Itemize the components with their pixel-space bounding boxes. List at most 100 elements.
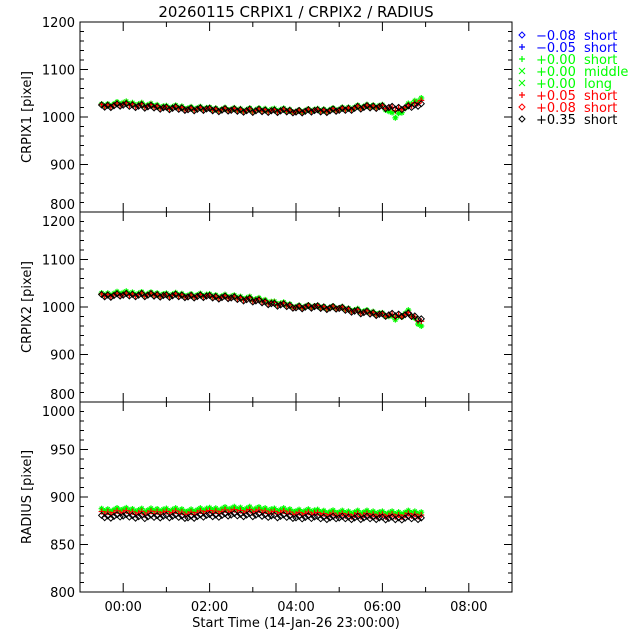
data-point (335, 106, 343, 115)
data-point (208, 294, 217, 302)
data-point (262, 507, 269, 514)
data-point (372, 104, 380, 113)
legend-entry: +0.35 short (518, 113, 617, 128)
legend-label: short (584, 29, 617, 44)
data-point (264, 108, 272, 117)
legend-value: −0.05 (536, 41, 576, 56)
data-point (268, 509, 275, 516)
data-point (341, 106, 350, 115)
data-point (119, 101, 127, 109)
data-point (100, 513, 109, 522)
data-point (369, 102, 377, 110)
x-axis-label: Start Time (14-Jan-26 23:00:00) (192, 616, 400, 631)
data-point (267, 299, 276, 308)
data-point (305, 509, 312, 516)
plot-frame (79, 21, 513, 213)
data-point (276, 301, 285, 309)
data-point (398, 516, 406, 524)
data-point (314, 509, 321, 516)
data-point (411, 99, 418, 106)
legend: −0.08 short −0.05 short +0.00 short +0.00 middl… (518, 29, 628, 128)
legend-label: short (584, 101, 617, 116)
data-point (144, 103, 152, 111)
data-point (296, 509, 303, 516)
data-point (407, 514, 416, 523)
data-point (307, 108, 316, 116)
data-point (222, 506, 229, 513)
data-point (184, 293, 192, 301)
data-point (332, 107, 340, 115)
data-point (141, 293, 149, 301)
data-point (197, 508, 204, 515)
data-point (323, 515, 331, 524)
plus-marker-icon (519, 56, 525, 62)
data-point (190, 294, 198, 302)
data-point (181, 293, 189, 302)
y-tick-label: 800 (50, 198, 75, 213)
legend-label: middle (584, 65, 628, 80)
y-axis-label: CRPIX2 [pixel] (20, 261, 35, 353)
data-point (193, 512, 201, 521)
data-point (131, 293, 140, 301)
data-point (100, 293, 109, 301)
y-tick-label: 800 (50, 586, 75, 601)
data-point (131, 103, 140, 112)
data-point (113, 100, 121, 108)
data-point (326, 107, 334, 115)
data-point (187, 512, 195, 520)
data-point (289, 514, 297, 523)
x-tick-label: 00:00 (104, 600, 141, 615)
data-point (116, 292, 124, 300)
data-point (407, 312, 416, 321)
data-point (249, 512, 257, 521)
data-point (156, 293, 164, 301)
data-point (104, 509, 111, 516)
data-point (224, 512, 232, 520)
data-point (338, 104, 346, 113)
data-point (310, 302, 319, 311)
data-point (372, 515, 380, 524)
data-point (298, 305, 306, 313)
data-point (375, 102, 384, 111)
data-point (313, 105, 322, 114)
data-point (165, 514, 174, 522)
data-point (215, 295, 223, 303)
data-point (212, 511, 220, 519)
data-point (206, 507, 213, 514)
y-tick-label: 1100 (42, 64, 75, 79)
data-point (129, 508, 136, 515)
data-point (114, 507, 121, 514)
data-point (202, 292, 211, 300)
legend-entry: +0.00 short (519, 53, 617, 68)
data-point (323, 108, 331, 117)
data-point (360, 103, 368, 112)
data-point (134, 291, 143, 299)
data-point (125, 513, 134, 521)
data-point (184, 106, 192, 114)
data-point (395, 110, 402, 117)
data-point (283, 108, 291, 116)
data-point (97, 511, 106, 520)
data-point (138, 508, 145, 515)
legend-entry: +0.00 long (518, 77, 612, 92)
data-point (175, 513, 183, 522)
y-tick-label: 1000 (42, 111, 75, 126)
legend-label: short (584, 89, 617, 104)
data-point (156, 514, 164, 522)
data-point (378, 310, 387, 318)
data-point (233, 107, 242, 115)
data-point (168, 104, 177, 112)
data-point (392, 114, 399, 121)
data-point (165, 106, 174, 114)
data-point (375, 514, 384, 522)
data-point (116, 513, 124, 521)
data-point (215, 107, 223, 116)
data-point (404, 309, 413, 317)
data-point (199, 293, 208, 302)
data-point (231, 506, 238, 513)
data-point (381, 516, 390, 524)
data-point (347, 106, 356, 115)
y-tick-label: 1200 (42, 16, 75, 31)
legend-label: short (584, 113, 617, 128)
data-point (233, 295, 242, 304)
